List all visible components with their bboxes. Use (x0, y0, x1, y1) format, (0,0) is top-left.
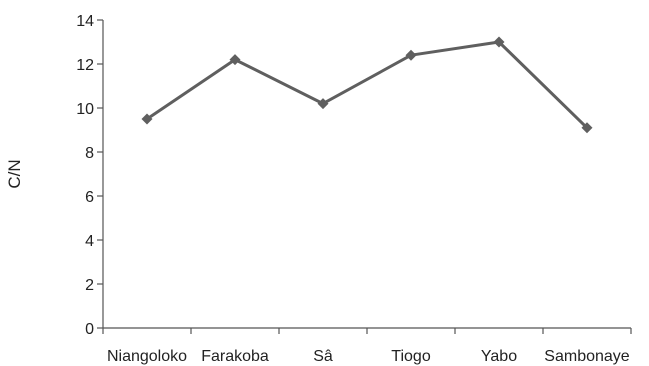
series-layer (141, 36, 593, 134)
y-tick-label: 8 (85, 145, 94, 162)
y-tick-label: 2 (85, 277, 94, 294)
x-tick-label: Sambonaye (544, 348, 629, 365)
data-point-marker (581, 122, 593, 134)
x-tick-label: Yabo (481, 348, 517, 365)
y-tick-label: 14 (76, 13, 94, 30)
x-tick-label: Farakoba (201, 348, 269, 365)
x-tick-label: Tiogo (391, 348, 431, 365)
y-tick-label: 4 (85, 233, 94, 250)
y-axis: 0 2 4 6 8 10 12 14 (76, 13, 104, 338)
series-line (146, 40, 589, 129)
x-axis: Niangoloko Farakoba Sâ Tiogo Yabo Sambonaye (102, 327, 632, 365)
y-tick-label: 6 (85, 189, 94, 206)
y-tick-label: 0 (85, 321, 94, 338)
data-point-marker (229, 54, 241, 66)
y-tick-label: 10 (76, 101, 94, 118)
data-point-marker (493, 36, 505, 48)
y-tick-label: 12 (76, 57, 94, 74)
data-point-marker (317, 98, 329, 110)
x-tick-label: Sâ (313, 348, 333, 365)
data-point-marker (405, 49, 417, 61)
x-tick-label: Niangoloko (107, 348, 187, 365)
y-axis-label: C/N (5, 159, 24, 188)
data-point-marker (141, 113, 153, 125)
